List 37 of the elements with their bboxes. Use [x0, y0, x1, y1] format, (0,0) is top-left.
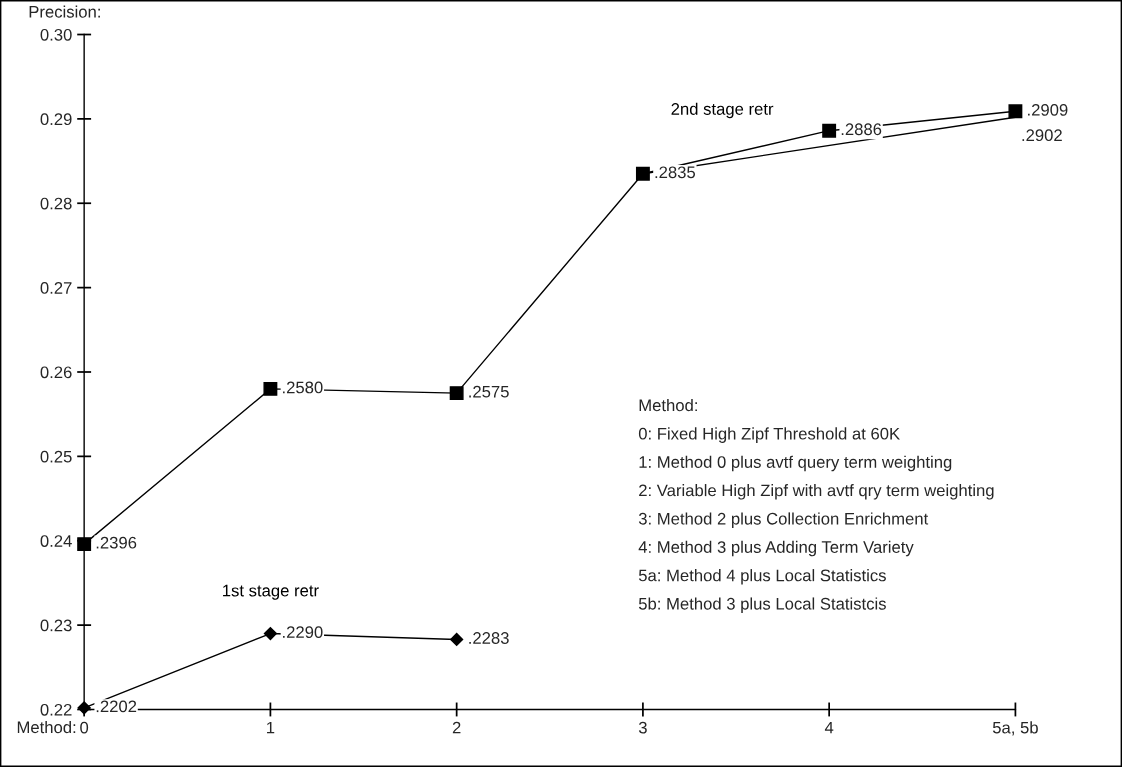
annotation: Method: [639, 398, 697, 412]
y-axis-title: Precision: [29, 5, 100, 18]
data-label: .2202 [96, 700, 137, 713]
y-tick-label: 0.28 [40, 197, 72, 210]
data-label: .2290 [283, 626, 323, 639]
x-tick-label: 5a, 5b [992, 721, 1038, 736]
x-tick-label: 1 [267, 721, 275, 734]
x-tick-label: 2 [452, 721, 461, 734]
annotation: 0: Fixed High Zipf Threshold at 60K [638, 427, 900, 443]
y-tick-label: 0.24 [40, 535, 72, 547]
data-label: .2902 [1022, 129, 1062, 142]
x-axis-title: Method: [17, 720, 76, 734]
data-label: .2835 [655, 166, 696, 179]
annotation: 1: Method 0 plus avtf query term weighting [639, 455, 952, 472]
text: 1st stage retr [223, 584, 319, 600]
y-tick-label: 0.27 [40, 282, 72, 294]
y-tick-label: 0.26 [40, 366, 72, 379]
annotation: 5a: Method 4 plus Local Statistics [638, 569, 886, 585]
y-tick-label: 0.29 [40, 113, 72, 126]
series-label: 2nd stage retr [671, 102, 774, 119]
annotation: 4: Method 3 plus Adding Term Variety [638, 540, 914, 557]
data-label: .2886 [841, 123, 882, 136]
x-tick-label: 0 [80, 721, 89, 734]
annotation: 5b: Method 3 plus Local Statistcis [638, 597, 886, 613]
y-tick-label: 0.22 [40, 703, 72, 716]
x-tick-label: 3 [638, 721, 647, 734]
annotation: 3: Method 2 plus Collection Enrichment [638, 512, 929, 528]
data-label: .2575 [469, 385, 509, 398]
data-label: .2396 [96, 536, 137, 549]
y-tick-label: 0.23 [40, 619, 72, 632]
y-tick-label: 0.25 [40, 450, 72, 463]
annotation: 2: Variable High Zipf with avtf qry term weighting [639, 484, 994, 500]
data-label: .2909 [1028, 103, 1068, 116]
data-label: .2283 [469, 632, 509, 644]
data-label: .2580 [283, 381, 323, 394]
x-tick-label: 4 [824, 721, 834, 734]
y-tick-label: 0.30 [40, 28, 72, 41]
